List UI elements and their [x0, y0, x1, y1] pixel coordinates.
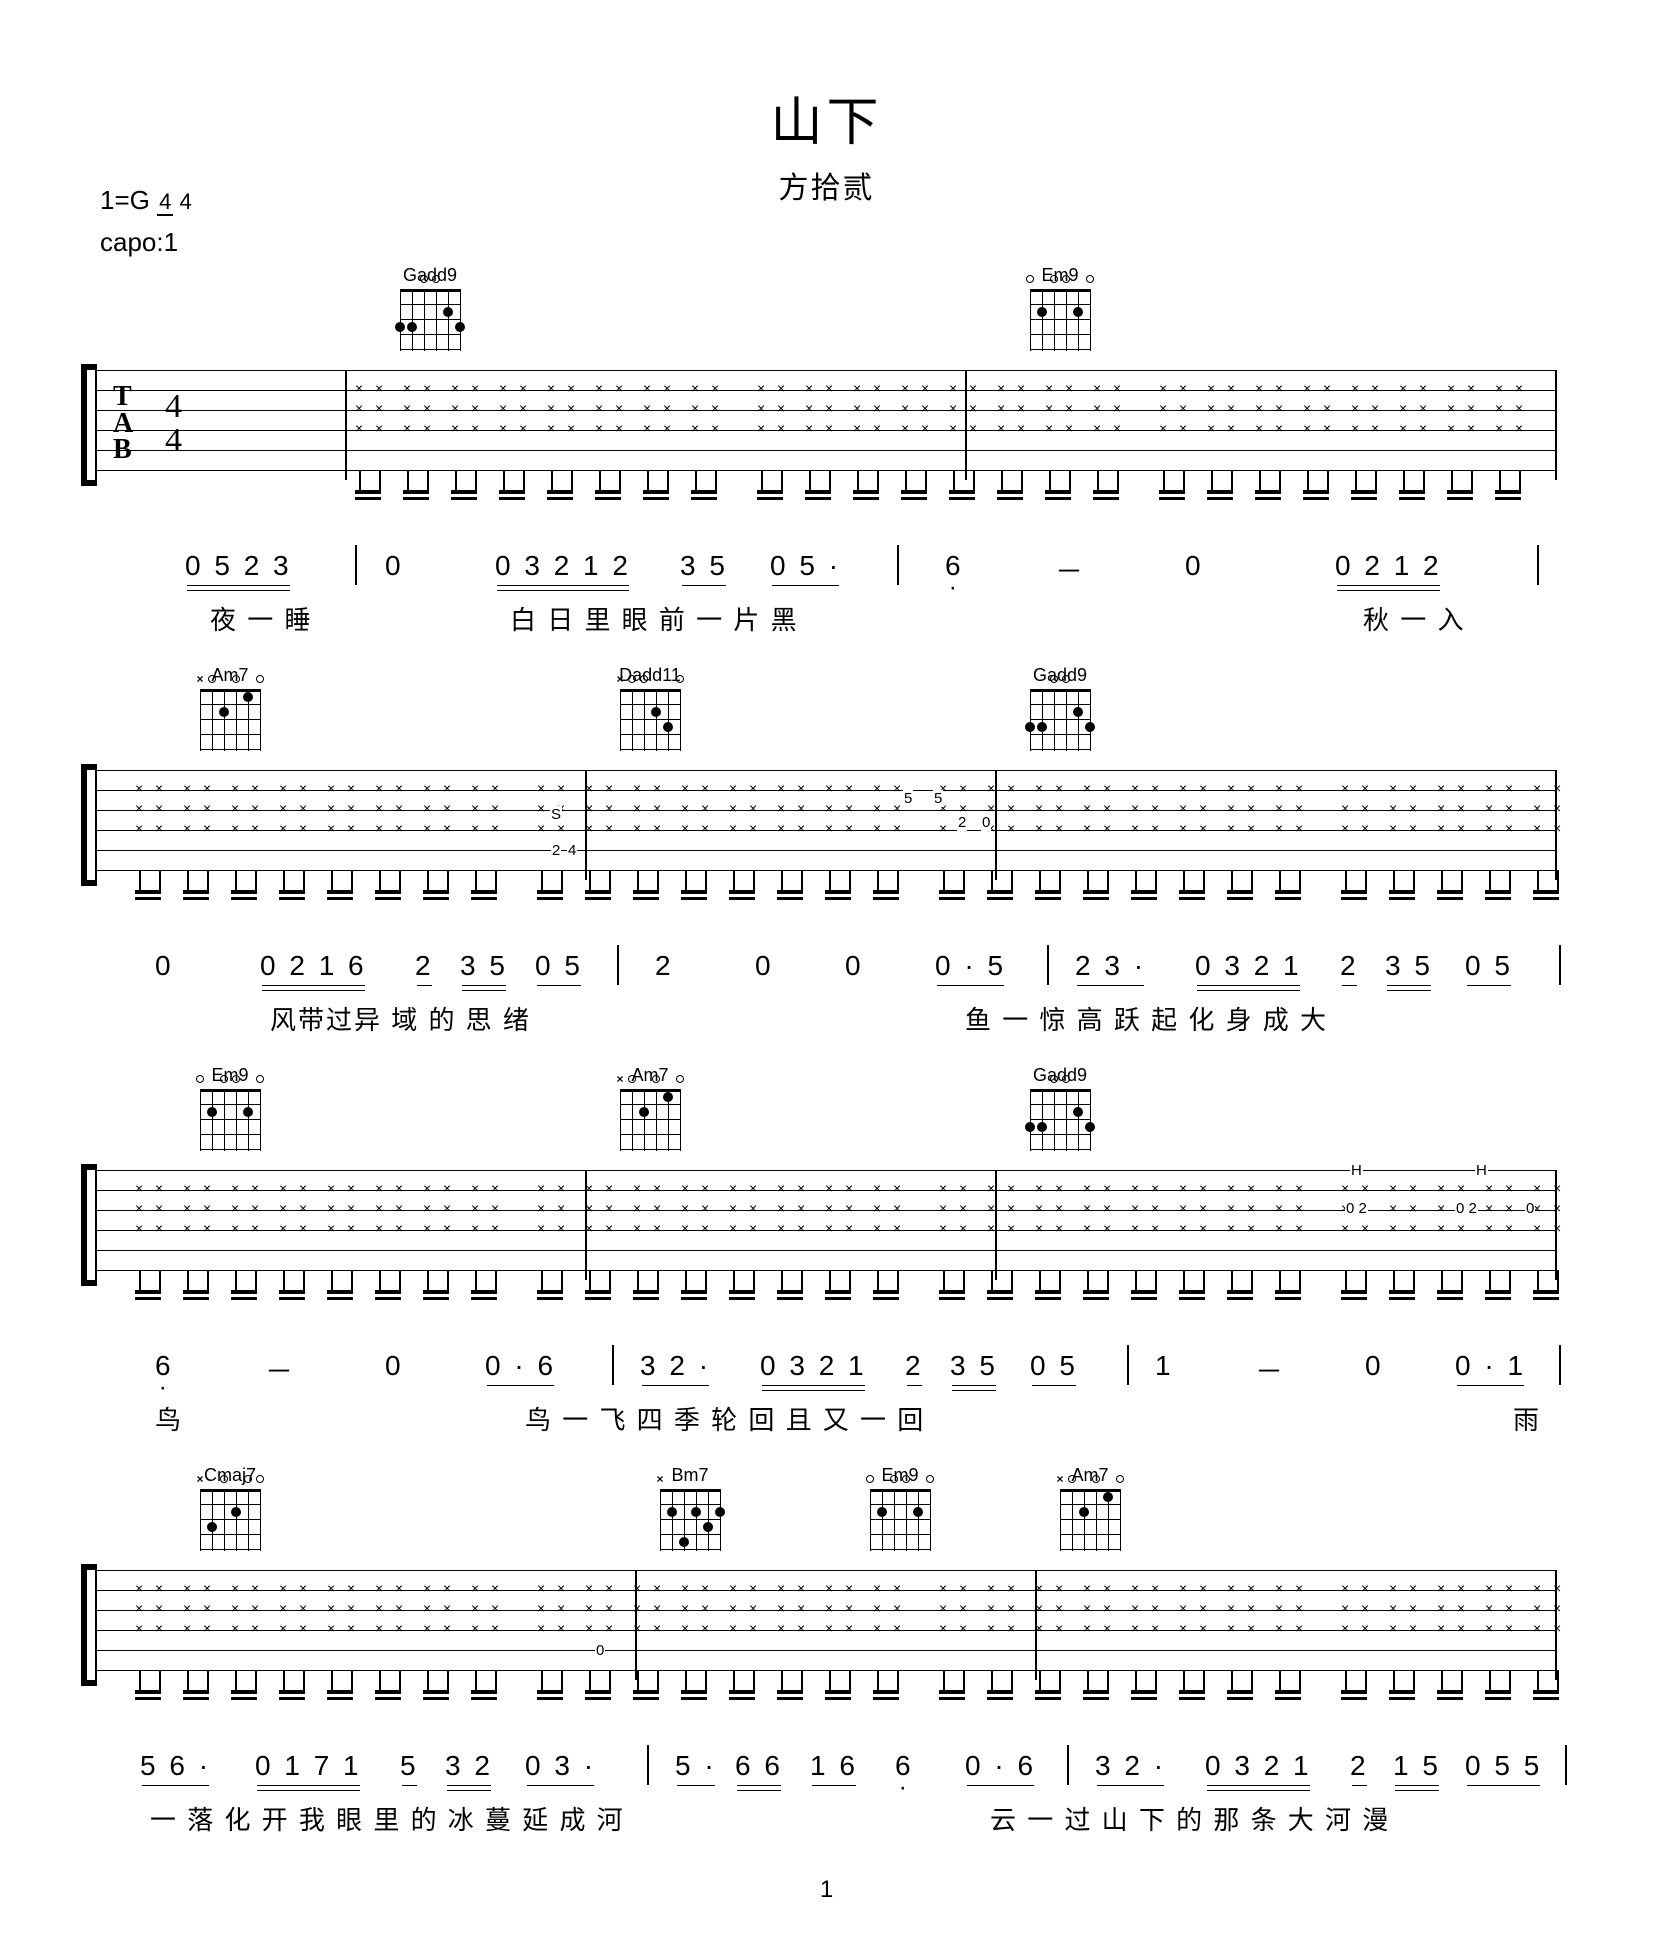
tab-staff: ××××××××××××××××××××××××××××××××××××××××…: [95, 770, 1555, 880]
chord-diagram: Gadd9: [1025, 1065, 1095, 1151]
chord-diagram: Em9: [865, 1465, 935, 1551]
score-meta: 1=G 4 4 capo:1: [100, 180, 192, 263]
song-artist: 方拾贰: [0, 163, 1653, 207]
chord-diagram: Am7×: [1055, 1465, 1125, 1551]
tab-staff: ××××××××××××××××××××××××××××××××××××××××…: [95, 1170, 1555, 1280]
chord-diagram: Em9: [195, 1065, 265, 1151]
page-number: 1: [820, 1876, 833, 1904]
chord-diagram: Cmaj7×: [195, 1465, 265, 1551]
chord-diagram: Dadd11×: [615, 665, 685, 751]
chord-label: Em9: [1025, 265, 1095, 286]
chord-diagram: Em9: [1025, 265, 1095, 351]
lyrics-line: 鸟鸟 一 飞 四 季 轮 回 且 又 一 回雨: [95, 1400, 1555, 1436]
chord-label: Gadd9: [1025, 1065, 1095, 1086]
tab-staff: TAB44×××××××××××××××××××××××××××××××××××…: [95, 370, 1555, 480]
chord-label: Cmaj7: [195, 1465, 265, 1486]
chord-diagram: Bm7×: [655, 1465, 725, 1551]
jianpu-notation: 00 2 1 623 50 52000 · 52 3 ·0 3 2 123 50…: [95, 950, 1555, 1000]
chord-label: Em9: [195, 1065, 265, 1086]
chord-label: Gadd9: [1025, 665, 1095, 686]
jianpu-notation: 0 5 2 300 3 2 1 23 50 5 ·6－00 2 1 2: [95, 550, 1555, 600]
chord-label: Gadd9: [395, 265, 465, 286]
chord-diagram: Gadd9: [395, 265, 465, 351]
chord-label: Am7: [195, 665, 265, 686]
lyrics-line: 夜 一 睡白 日 里 眼 前 一 片 黑秋 一 入: [95, 600, 1555, 636]
jianpu-notation: 6－00 · 63 2 ·0 3 2 123 50 51－00 · 1: [95, 1350, 1555, 1400]
song-title: 山下: [0, 0, 1653, 155]
chord-label: Em9: [865, 1465, 935, 1486]
tab-clef: TAB: [113, 384, 133, 464]
staff-system: Gadd9Em9TAB44×××××××××××××××××××××××××××…: [95, 370, 1555, 480]
chord-label: Am7: [615, 1065, 685, 1086]
jianpu-notation: 5 6 ·0 1 7 153 20 3 ·5 ·6 61 660 · 63 2 …: [95, 1750, 1555, 1800]
time-signature: 4 4: [157, 191, 192, 213]
lyrics-line: 一 落 化 开 我 眼 里 的 冰 蔓 延 成 河云 一 过 山 下 的 那 条…: [95, 1800, 1555, 1836]
key-signature: 1=G: [100, 185, 150, 215]
chord-diagram: Am7×: [195, 665, 265, 751]
chord-label: Dadd11: [615, 665, 685, 686]
chord-label: Am7: [1055, 1465, 1125, 1486]
tab-staff: ××××××××××××××××××××××××××××××××××××××××…: [95, 1570, 1555, 1680]
chord-label: Bm7: [655, 1465, 725, 1486]
staff-system: Am7×Dadd11×Gadd9××××××××××××××××××××××××…: [95, 770, 1555, 880]
lyrics-line: 风带过异 域 的 思 绪鱼 一 惊 高 跃 起 化 身 成 大: [95, 1000, 1555, 1036]
capo-label: capo:1: [100, 227, 178, 257]
staff-system: Cmaj7×Bm7×Em9Am7××××××××××××××××××××××××…: [95, 1570, 1555, 1680]
staff-system: Em9Am7×Gadd9××××××××××××××××××××××××××××…: [95, 1170, 1555, 1280]
tab-time-signature: 44: [165, 390, 182, 458]
chord-diagram: Gadd9: [1025, 665, 1095, 751]
chord-diagram: Am7×: [615, 1065, 685, 1151]
